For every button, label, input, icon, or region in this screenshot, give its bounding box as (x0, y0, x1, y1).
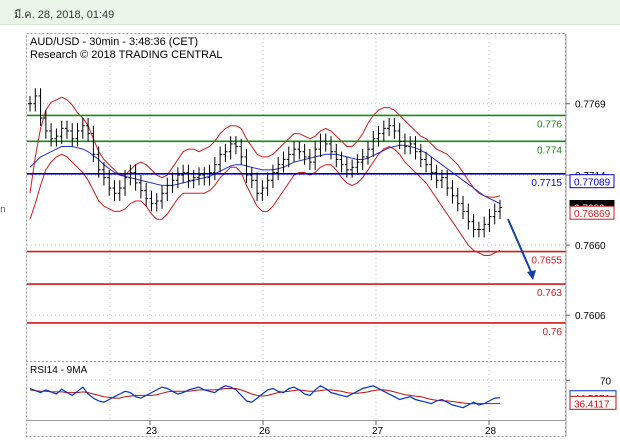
price-tag-label: 0.77089 (574, 178, 611, 189)
bollinger-bands (29, 96, 501, 256)
forecast-arrow (507, 218, 536, 281)
y-tick-label: 0.7660 (575, 241, 606, 252)
key-levels: 0.776 0.774 0.7715 0.7655 0.763 0.76 (27, 114, 566, 338)
price-series (28, 88, 502, 238)
chart-subtitle: Research © 2018 TRADING CENTRAL (30, 49, 223, 61)
rsi-tick-label: 70 (600, 376, 612, 387)
price-tag-box (569, 174, 615, 189)
x-tick-label: 26 (259, 426, 271, 437)
x-tick-label: 27 (372, 426, 384, 437)
rsi-title: RSI14 - 9MA (30, 365, 88, 376)
rsi-line (29, 385, 501, 409)
level-label: 0.76 (543, 327, 563, 338)
bollinger-line (29, 145, 501, 256)
level-label: 0.7655 (531, 256, 562, 267)
chart-title: AUD/USD - 30min - 3:48:36 (CET) (30, 36, 198, 48)
rsi-ma-line (29, 388, 501, 405)
bollinger-line (29, 96, 501, 198)
moving-average (29, 144, 501, 205)
price-tag-label: 0.76869 (574, 209, 611, 220)
time-axis: 23 26 27 28 (146, 420, 497, 437)
y-tick-label: 0.7606 (575, 311, 606, 322)
rsi-tag-label: 36.4117 (574, 399, 610, 410)
timestamp-text: มี.ค. 28, 2018, 01:49 (14, 9, 115, 21)
level-label: 0.774 (537, 145, 562, 156)
level-label: 0.776 (537, 119, 562, 130)
left-edge-marker: n (0, 205, 6, 215)
timestamp-bar: มี.ค. 28, 2018, 01:49 (0, 0, 620, 25)
price-tag-box (569, 205, 615, 220)
level-label: 0.763 (537, 288, 562, 299)
rsi-tag-box (569, 395, 617, 410)
ma-line (29, 144, 501, 205)
forecast-arrow-head (527, 270, 536, 281)
y-tick-label: 0.7769 (575, 100, 606, 111)
x-tick-label: 23 (146, 426, 158, 437)
rsi-panel: 7044.527136.4117 (27, 376, 617, 410)
level-label: 0.7715 (531, 178, 562, 189)
grid-lines (27, 34, 566, 420)
x-tick-label: 28 (485, 426, 497, 437)
forecast-arrow-shaft (507, 218, 533, 275)
